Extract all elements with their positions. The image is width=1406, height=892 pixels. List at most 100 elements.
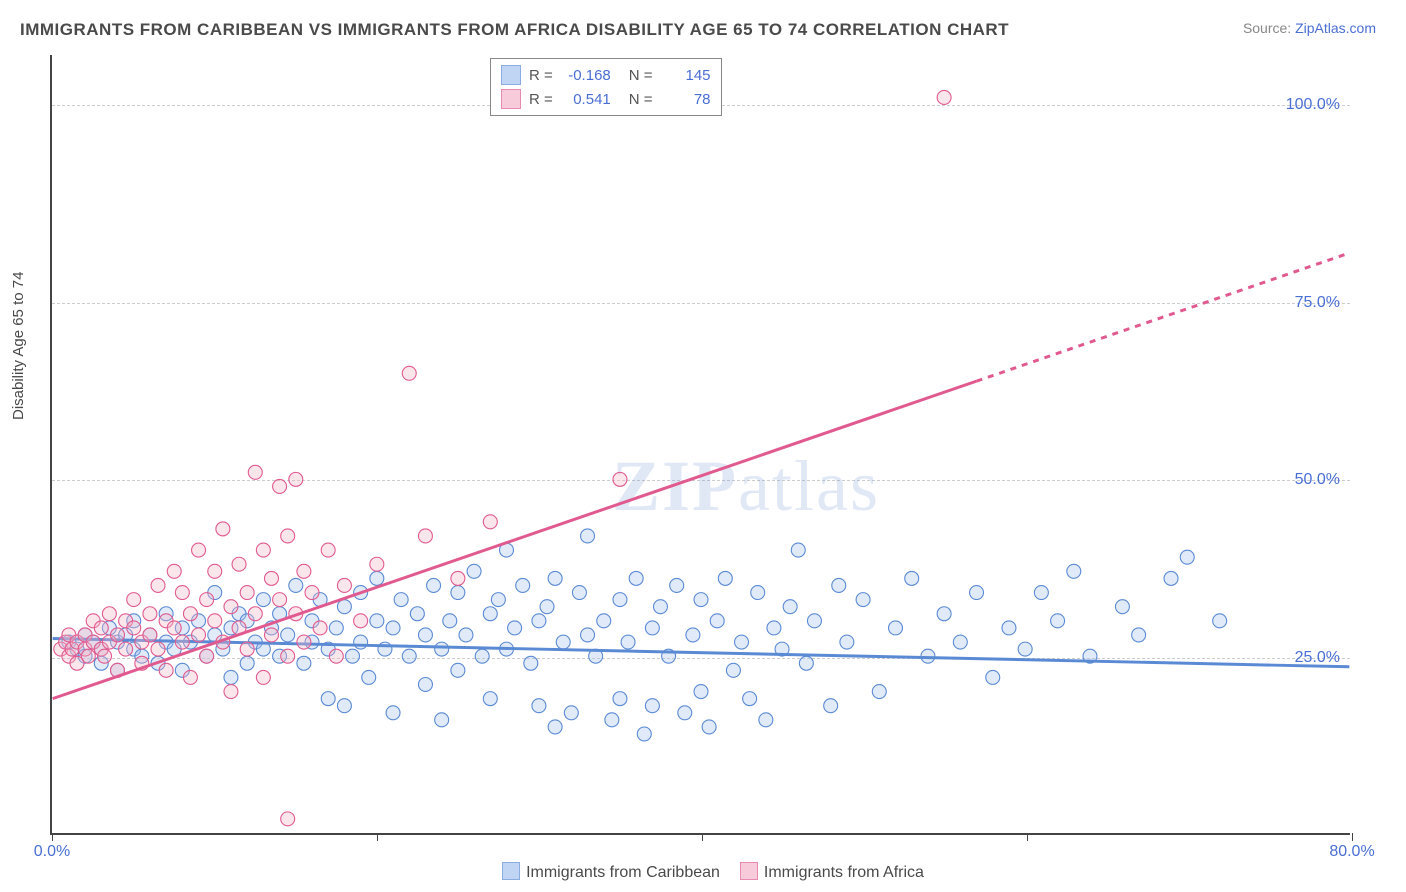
data-point [200,593,214,607]
data-point [264,571,278,585]
data-point [702,720,716,734]
data-point [240,642,254,656]
data-point [970,586,984,600]
data-point [435,713,449,727]
trend-line [53,639,1350,667]
data-point [200,649,214,663]
data-point [532,614,546,628]
data-point [1132,628,1146,642]
data-point [735,635,749,649]
data-point [597,614,611,628]
data-point [743,692,757,706]
data-point [143,607,157,621]
x-tick [377,833,378,841]
data-point [216,635,230,649]
data-point [418,628,432,642]
data-point [256,593,270,607]
data-point [159,663,173,677]
data-point [443,614,457,628]
data-point [483,692,497,706]
data-point [337,699,351,713]
data-point [872,685,886,699]
data-point [329,649,343,663]
data-point [346,649,360,663]
data-point [410,607,424,621]
data-point [710,614,724,628]
data-point [394,593,408,607]
data-point [151,642,165,656]
data-point [216,642,230,656]
data-point [889,621,903,635]
data-point [451,663,465,677]
data-point [662,649,676,663]
data-point [143,628,157,642]
data-point [832,578,846,592]
data-point [94,642,108,656]
data-point [1164,571,1178,585]
data-point [81,649,95,663]
data-point [102,621,116,635]
data-point [224,621,238,635]
data-point [102,635,116,649]
data-point [54,642,68,656]
data-point [362,670,376,684]
plot-svg [52,55,1350,833]
data-point [427,578,441,592]
data-point [354,635,368,649]
data-point [1067,564,1081,578]
data-point [78,628,92,642]
data-point [78,628,92,642]
data-point [386,706,400,720]
plot-area: ZIPatlas 25.0%50.0%75.0%100.0%0.0%80.0% [50,55,1350,835]
data-point [1115,600,1129,614]
data-point [119,642,133,656]
y-tick-label: 100.0% [1286,96,1340,114]
data-point [135,649,149,663]
data-point [718,571,732,585]
x-tick-label: 80.0% [1329,843,1374,861]
data-point [783,600,797,614]
data-point [65,642,79,656]
data-point [224,685,238,699]
data-point [321,692,335,706]
data-point [289,472,303,486]
data-point [986,670,1000,684]
data-point [111,663,125,677]
data-point [653,600,667,614]
data-point [70,635,84,649]
source-link[interactable]: ZipAtlas.com [1295,20,1376,36]
data-point [175,663,189,677]
data-point [289,578,303,592]
data-point [200,649,214,663]
legend-n-value: 145 [661,67,711,84]
data-point [159,635,173,649]
legend-swatch [501,89,521,109]
data-point [192,628,206,642]
chart-title: IMMIGRANTS FROM CARIBBEAN VS IMMIGRANTS … [20,20,1009,40]
data-point [183,635,197,649]
data-point [281,529,295,543]
data-point [167,621,181,635]
data-point [256,670,270,684]
y-tick-label: 75.0% [1295,294,1340,312]
data-point [151,578,165,592]
data-point [119,628,133,642]
data-point [581,628,595,642]
data-point [451,586,465,600]
data-point [305,614,319,628]
data-point [216,522,230,536]
data-point [508,621,522,635]
data-point [475,649,489,663]
legend-row: R =-0.168N =145 [501,63,711,87]
data-point [386,621,400,635]
data-point [281,649,295,663]
legend-n-label: N = [629,91,653,108]
data-point [62,649,76,663]
data-point [86,635,100,649]
data-point [621,635,635,649]
data-point [111,663,125,677]
data-point [678,706,692,720]
gridline-h [52,658,1350,659]
data-point [321,642,335,656]
data-point [953,635,967,649]
